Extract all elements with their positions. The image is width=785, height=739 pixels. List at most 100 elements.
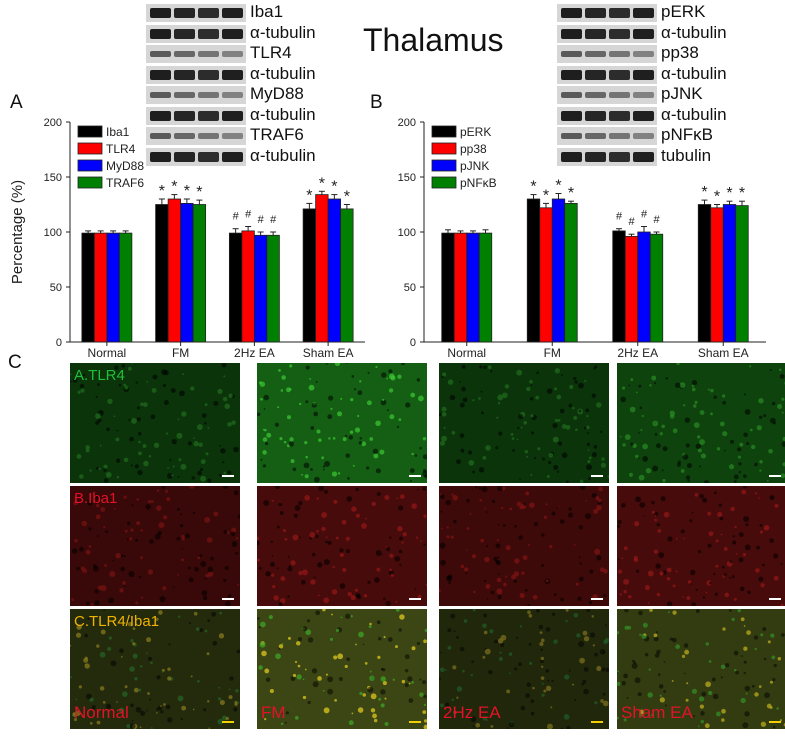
cell-speck [546, 475, 550, 478]
significance-mark: # [641, 209, 648, 221]
cell-speck [573, 376, 577, 381]
bar-perk [697, 204, 712, 343]
cell-speck [155, 617, 159, 622]
cell-speck [456, 696, 459, 699]
cell-speck [292, 534, 299, 541]
cell-speck [705, 591, 708, 594]
cell-speck [728, 464, 735, 470]
cell-speck [176, 536, 181, 541]
cell-speck [150, 661, 153, 665]
cell-speck [315, 380, 318, 383]
cell-speck [511, 574, 517, 580]
cell-speck [689, 519, 693, 523]
cell-speck [188, 622, 191, 625]
cell-speck [302, 569, 309, 576]
cell-speck [134, 677, 138, 681]
cell-speck [528, 642, 532, 646]
cell-speck [470, 716, 477, 723]
cell-speck [401, 679, 406, 684]
cell-speck [362, 693, 366, 697]
cell-speck [485, 544, 489, 548]
cell-speck [272, 584, 276, 589]
cell-speck [456, 686, 463, 692]
cell-speck [115, 552, 121, 559]
blot-band [609, 110, 630, 121]
cell-speck [481, 411, 484, 415]
cell-speck [158, 522, 165, 529]
cell-speck [123, 555, 126, 558]
cell-speck [404, 668, 409, 673]
cell-speck [259, 621, 266, 628]
x-tick-label: Normal [88, 346, 127, 360]
blot-band [585, 92, 606, 98]
cell-speck [103, 478, 109, 483]
group-label: Sham EA [621, 703, 693, 722]
cell-speck [120, 554, 124, 557]
cell-speck [497, 556, 500, 559]
blot-band [561, 51, 582, 57]
scale-bar [409, 721, 421, 723]
blot-band [198, 51, 219, 57]
cell-speck [493, 556, 498, 561]
cell-speck [314, 476, 320, 483]
cell-speck [756, 545, 761, 550]
cell-speck [563, 714, 570, 720]
blot-band [174, 92, 195, 98]
cell-speck [146, 380, 149, 383]
cell-speck [230, 531, 236, 536]
cell-speck [482, 655, 486, 659]
cell-speck [686, 595, 691, 600]
x-tick-label: 2Hz EA [617, 346, 658, 360]
cell-speck [302, 626, 308, 632]
cell-speck [113, 415, 116, 418]
cell-speck [528, 544, 531, 547]
cell-speck [257, 558, 261, 562]
cell-speck [639, 709, 645, 715]
cell-speck [424, 474, 427, 479]
cell-speck [411, 452, 414, 456]
cell-speck [75, 698, 78, 701]
cell-speck [237, 514, 240, 519]
cell-speck [276, 525, 280, 529]
cell-speck [557, 441, 563, 446]
cell-speck [384, 721, 389, 726]
blot-band [585, 51, 606, 57]
cell-speck [750, 444, 756, 450]
cell-speck [85, 601, 90, 606]
cell-speck [345, 613, 351, 619]
cell-speck [722, 400, 727, 405]
cell-speck [463, 619, 468, 623]
cell-speck [383, 597, 386, 601]
cell-speck [713, 491, 717, 495]
cell-speck [139, 621, 145, 627]
micrograph-background [257, 363, 427, 483]
cell-speck [269, 688, 274, 694]
cell-speck [262, 437, 268, 442]
cell-speck [132, 642, 136, 646]
cell-speck [713, 572, 716, 576]
cell-speck [207, 619, 211, 623]
cell-speck [304, 441, 308, 445]
cell-speck [109, 570, 116, 577]
cell-speck [200, 475, 207, 482]
cell-speck [758, 576, 764, 582]
cell-speck [135, 601, 139, 605]
cell-speck [715, 711, 721, 717]
cell-speck [305, 400, 309, 404]
cell-speck [401, 541, 404, 544]
cell-speck [184, 533, 191, 539]
cell-speck [165, 432, 169, 435]
cell-speck [193, 441, 199, 447]
cell-speck [620, 396, 627, 403]
cell-speck [219, 700, 225, 706]
cell-speck [497, 394, 504, 401]
significance-mark: * [714, 189, 720, 206]
cell-speck [81, 520, 88, 527]
cell-speck [769, 706, 773, 709]
cell-speck [514, 524, 517, 528]
cell-speck [527, 603, 531, 606]
cell-speck [224, 403, 230, 410]
cell-speck [135, 538, 139, 542]
cell-speck [167, 473, 173, 479]
